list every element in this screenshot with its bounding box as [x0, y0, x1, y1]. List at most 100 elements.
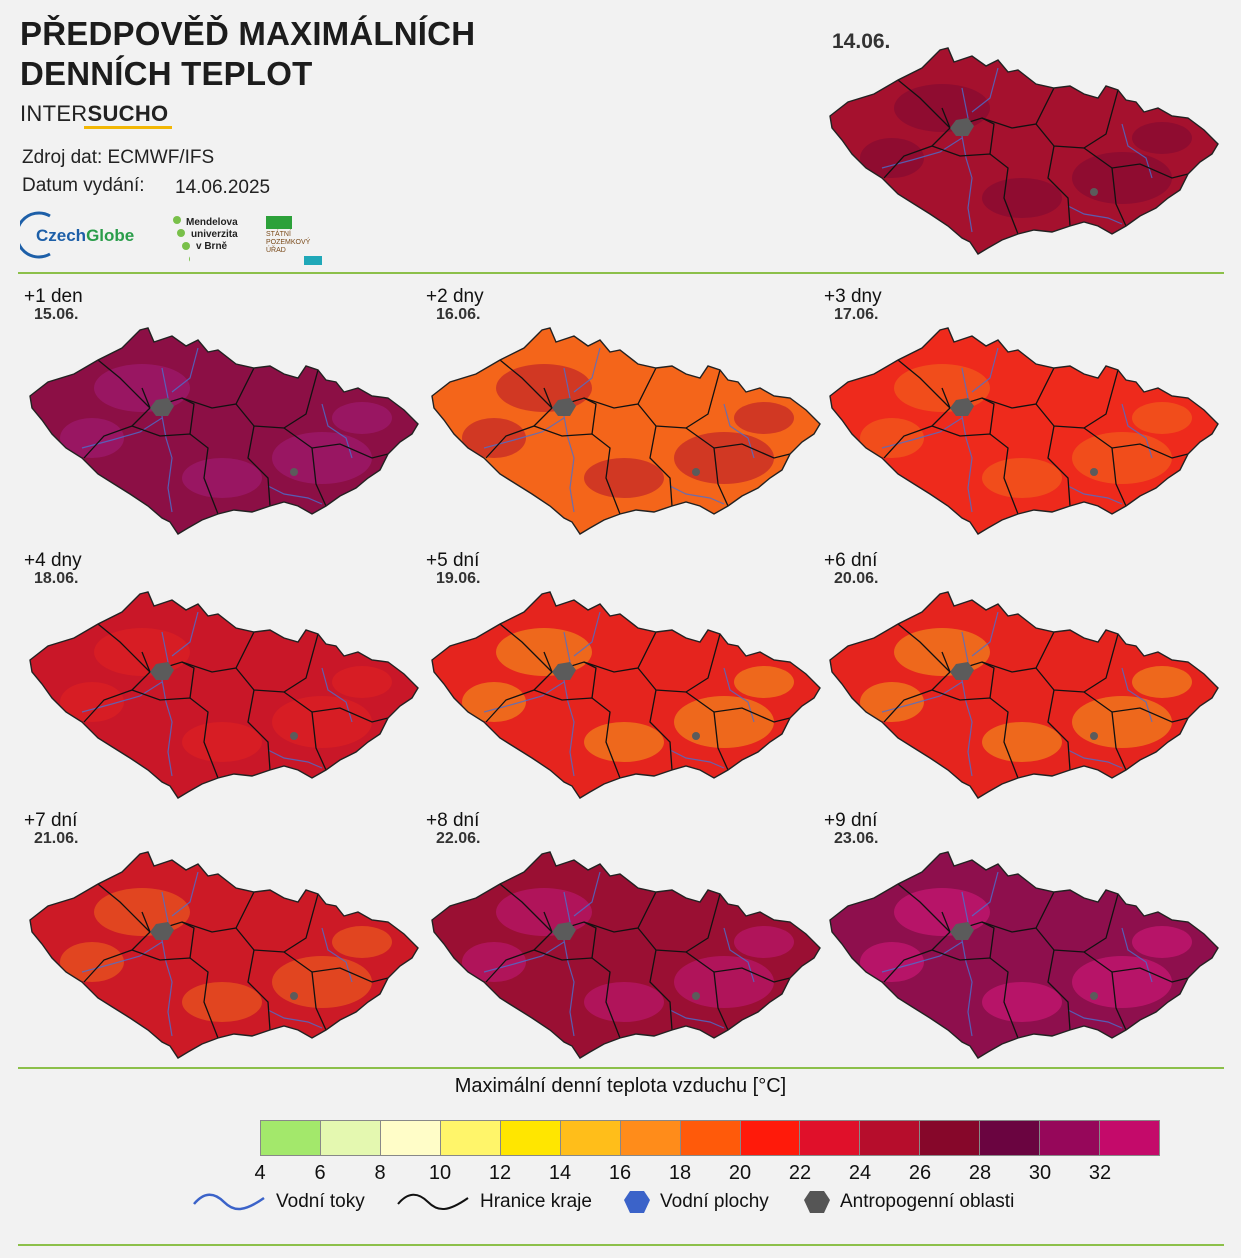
region-border	[583, 397, 597, 435]
czechglobe-logo-icon	[20, 211, 51, 259]
region-border	[713, 711, 729, 771]
scale-swatch	[320, 1121, 381, 1155]
scale-tick-label: 14	[548, 1162, 572, 1184]
region-border	[1111, 971, 1127, 1031]
region-border	[551, 367, 657, 409]
river-line	[971, 347, 999, 393]
brno-urban-area	[290, 468, 298, 476]
scale-tick-label: 18	[668, 1162, 692, 1184]
region-border	[1083, 427, 1189, 459]
region-border	[897, 883, 951, 933]
region-border	[981, 921, 995, 959]
temperature-zone	[60, 682, 124, 722]
forecast-panel-1: +1 den 15.06.	[22, 286, 422, 544]
temperature-zone	[982, 178, 1062, 218]
mendelu-line-3: v Brně	[196, 241, 228, 252]
brno-urban-area	[692, 732, 700, 740]
scale-swatch	[860, 1121, 921, 1155]
region-border	[713, 971, 729, 1031]
top-map-date: 14.06.	[832, 30, 891, 53]
temperature-zone	[1132, 402, 1192, 434]
region-border	[1083, 691, 1189, 723]
river-line	[669, 485, 725, 505]
temperature-zone	[1072, 696, 1172, 748]
divider-bottom	[18, 1244, 1224, 1246]
temperature-zone	[462, 682, 526, 722]
river-icon	[193, 1193, 265, 1211]
river-line	[573, 347, 601, 393]
temperature-zone	[1132, 926, 1192, 958]
panel-label: +5 dní	[426, 550, 480, 571]
region-border	[897, 79, 951, 129]
region-border	[949, 891, 1055, 933]
issue-date-label: Datum vydání:	[22, 175, 145, 196]
country-outline	[829, 47, 1219, 255]
mendelu-logo-icon	[173, 216, 190, 262]
brno-urban-area	[1090, 732, 1098, 740]
region-border	[499, 623, 553, 673]
temperature-zone	[332, 402, 392, 434]
river-line	[971, 67, 999, 113]
scale-swatch	[440, 1121, 501, 1155]
region-border	[181, 921, 195, 959]
spu-line-1: STÁTNÍ	[266, 231, 291, 238]
temperature-zone	[734, 666, 794, 698]
panel-date: 18.06.	[34, 570, 79, 587]
water-body-icon	[624, 1191, 650, 1213]
czech-map	[829, 47, 1219, 255]
scale-swatch	[920, 1121, 981, 1155]
country-outline	[29, 327, 419, 535]
prague-urban-area	[950, 922, 974, 940]
panel-date: 22.06.	[436, 830, 481, 847]
temperature-zone	[584, 982, 664, 1022]
temperature-zone	[1072, 956, 1172, 1008]
key-urban-areas: Antropogenní oblasti	[840, 1191, 1015, 1212]
forecast-panel-4: +4 dny 18.06.	[22, 550, 422, 808]
spu-logo-icon	[266, 216, 322, 265]
river-line	[267, 485, 323, 505]
temperature-zone	[860, 682, 924, 722]
panel-label: +8 dní	[426, 810, 480, 831]
country-outline	[29, 591, 419, 799]
temperature-zone	[272, 432, 372, 484]
region-border	[551, 631, 657, 673]
river-line	[171, 871, 199, 917]
scale-swatch	[500, 1121, 561, 1155]
forecast-panel-6: +6 dní 20.06.	[822, 550, 1222, 808]
temperature-zone	[982, 722, 1062, 762]
region-border	[131, 425, 219, 515]
brno-urban-area	[1090, 188, 1098, 196]
region-border	[97, 359, 151, 409]
scale-tick-label: 6	[314, 1162, 326, 1184]
region-border	[131, 689, 219, 779]
prague-urban-area	[950, 118, 974, 136]
brno-urban-area	[692, 992, 700, 1000]
region-border	[533, 949, 621, 1039]
forecast-panel-8: +8 dní 22.06.	[424, 810, 824, 1068]
panel-label: +4 dny	[24, 550, 82, 571]
czech-map	[829, 851, 1219, 1059]
panel-label: +9 dní	[824, 810, 878, 831]
prague-urban-area	[552, 398, 576, 416]
forecast-panel-5: +5 dní 19.06.	[424, 550, 824, 808]
scale-tick-label: 32	[1088, 1162, 1112, 1184]
key-rivers: Vodní toky	[276, 1191, 365, 1212]
key-water-bodies: Vodní plochy	[660, 1191, 769, 1212]
region-border	[1111, 167, 1127, 227]
forecast-panel-2: +2 dny 16.06.	[424, 286, 824, 544]
river-line	[267, 1009, 323, 1029]
panel-date: 16.06.	[436, 306, 481, 323]
temperature-zone	[982, 458, 1062, 498]
panel-date: 17.06.	[834, 306, 879, 323]
temperature-zone	[272, 956, 372, 1008]
temperature-zone	[1072, 152, 1172, 204]
country-outline	[829, 851, 1219, 1059]
region-border	[949, 631, 1055, 673]
prague-urban-area	[950, 662, 974, 680]
forecast-panel-9: +9 dní 23.06.	[822, 810, 1222, 1068]
region-border	[149, 367, 255, 409]
region-border	[981, 117, 995, 155]
intersucho-logo: INTERSUCHO	[20, 101, 168, 127]
panel-label: +2 dny	[426, 286, 484, 307]
region-border	[949, 87, 1055, 129]
